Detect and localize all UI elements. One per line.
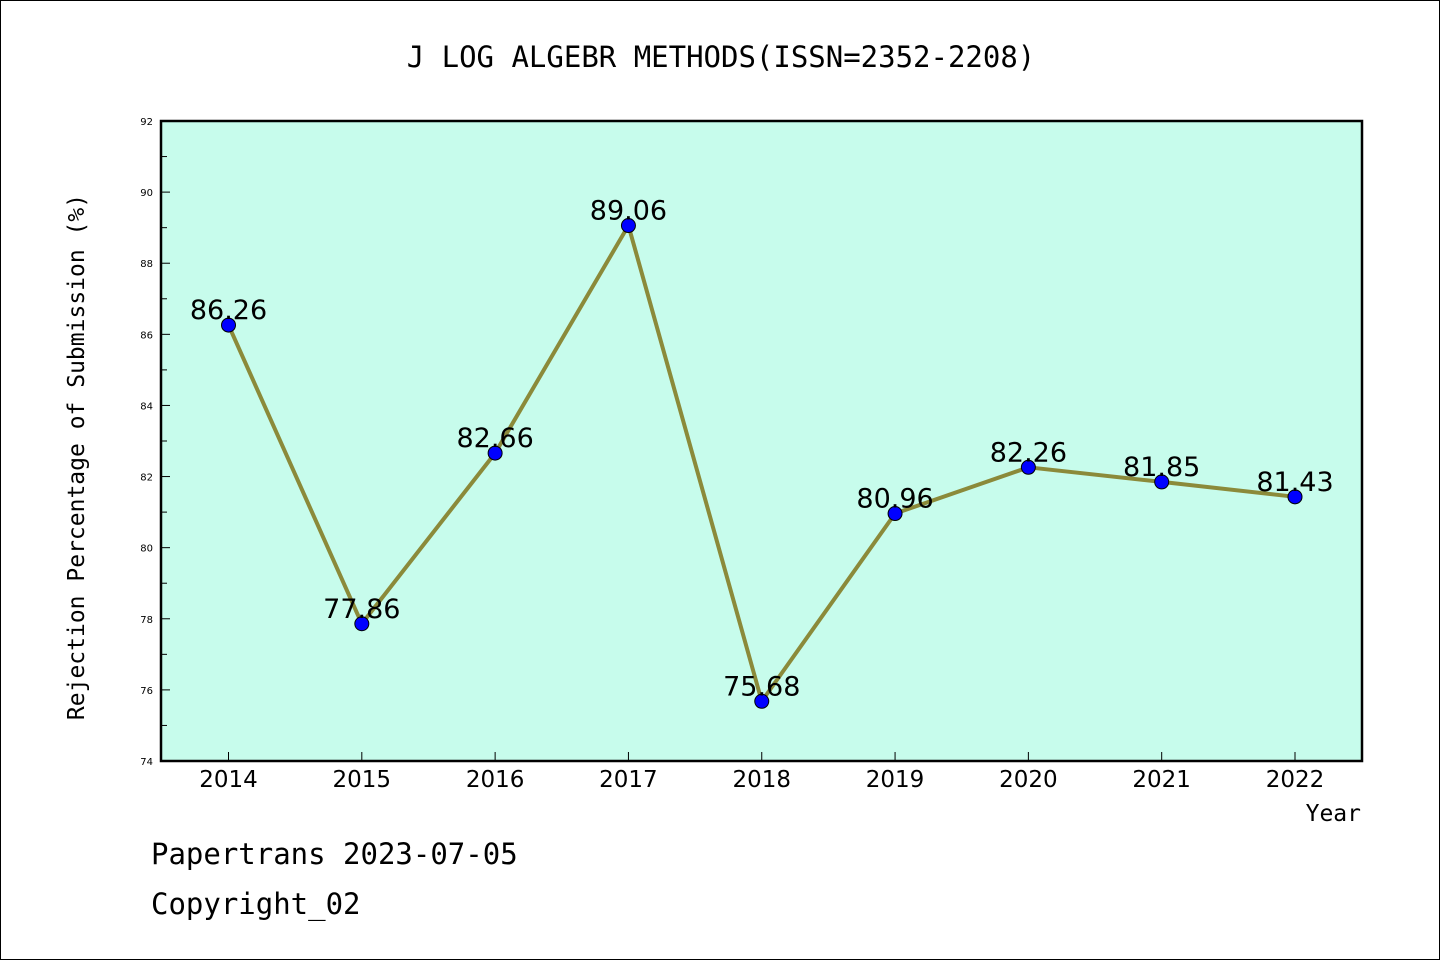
- data-point: [1154, 474, 1170, 490]
- data-labels: 86.26 77.86 82.66 89.06 75.68 80.96 82.26 81.85…: [190, 196, 1334, 703]
- data-point: [354, 616, 370, 632]
- data-point: [1020, 459, 1036, 475]
- series-line: [221, 218, 1303, 709]
- data-label: 82.26: [990, 437, 1067, 468]
- data-point: [221, 317, 236, 333]
- y-tick-label: 74: [140, 757, 153, 768]
- y-tick-label: 90: [140, 188, 153, 199]
- plot-area: [159, 119, 1364, 763]
- x-tick-label: 2017: [599, 767, 658, 793]
- y-tick-label: 92: [140, 117, 153, 128]
- data-label: 81.85: [1123, 452, 1200, 483]
- data-point: [887, 506, 903, 522]
- data-label: 82.66: [456, 423, 533, 454]
- y-axis: 74 76 78 80 82 84 86 88 90 92: [140, 117, 170, 768]
- chart-title: J LOG ALGEBR METHODS(ISSN=2352-2208): [407, 40, 1036, 74]
- data-point: [620, 218, 636, 234]
- x-tick-label: 2015: [333, 767, 392, 793]
- y-tick-label: 84: [140, 401, 153, 412]
- data-point: [754, 693, 770, 709]
- x-tick-label: 2018: [732, 767, 791, 793]
- x-tick-label: 2014: [199, 767, 258, 793]
- data-label: 80.96: [856, 484, 933, 515]
- x-tick-label: 2016: [466, 767, 525, 793]
- data-label: 81.43: [1256, 467, 1333, 498]
- footer-copyright: Copyright_02: [151, 887, 361, 922]
- data-label: 86.26: [190, 295, 267, 326]
- footer-date: Papertrans 2023-07-05: [151, 837, 518, 871]
- x-tick-label: 2021: [1132, 767, 1191, 793]
- x-axis-label: Year: [1306, 801, 1361, 827]
- y-tick-label: 82: [140, 473, 153, 484]
- y-tick-label: 76: [140, 686, 153, 697]
- x-axis: 2014 2015 2016 2017 2018 2019 2020 2021 2022: [199, 752, 1324, 793]
- x-tick-label: 2019: [866, 767, 925, 793]
- x-tick-label: 2020: [999, 767, 1058, 793]
- y-tick-label: 88: [140, 259, 153, 270]
- y-tick-label: 78: [140, 615, 153, 626]
- data-label: 75.68: [723, 671, 800, 702]
- data-label: 89.06: [590, 196, 667, 227]
- y-tick-label: 86: [140, 330, 153, 341]
- data-label: 77.86: [323, 594, 400, 625]
- x-tick-label: 2022: [1266, 767, 1325, 793]
- y-axis-label: Rejection Percentage of Submission (%): [64, 194, 90, 720]
- data-point: [1287, 489, 1303, 505]
- y-tick-label: 80: [140, 544, 153, 555]
- data-point: [487, 445, 503, 461]
